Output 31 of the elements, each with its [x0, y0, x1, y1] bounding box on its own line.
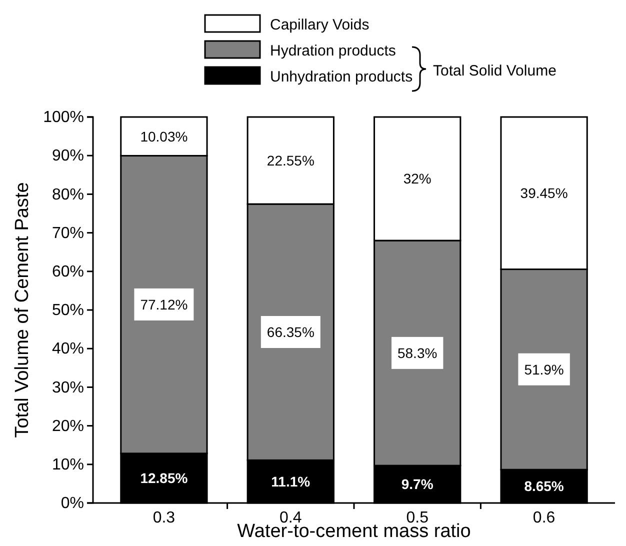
data-label: 11.1%	[271, 473, 311, 490]
data-label: 8.65%	[524, 478, 564, 494]
text: Total Solid Volume	[433, 62, 556, 80]
data-label: 39.45%	[520, 185, 568, 202]
data-label: 32%	[403, 170, 432, 187]
y-tick-label: 90%	[52, 148, 84, 165]
x-tick-label: 0.6	[532, 509, 556, 526]
data-label: 58.3%	[398, 344, 438, 361]
y-tick-label: 100%	[43, 109, 84, 126]
y-tick-label: 0%	[60, 495, 84, 512]
y-axis-title: Total Volume of Cement Paste	[12, 182, 33, 438]
y-tick-label: 50%	[52, 302, 84, 320]
legend-label: Unhydration products	[270, 68, 413, 86]
x-tick-label: 0.5	[406, 509, 429, 526]
x-tick-label: 0.3	[152, 509, 176, 526]
y-tick-label: 10%	[52, 456, 84, 474]
legend-label: Hydration products	[270, 42, 396, 60]
data-label: 66.35%	[266, 324, 314, 340]
data-label: 77.12%	[140, 296, 188, 312]
y-tick-label: 80%	[52, 186, 84, 204]
y-tick-label: 70%	[52, 224, 84, 242]
data-label: 9.7%	[401, 476, 434, 492]
y-tick-label: 60%	[52, 264, 84, 281]
data-label: 12.85%	[140, 470, 188, 486]
data-label: 10.03%	[140, 128, 188, 144]
y-tick-label: 20%	[52, 418, 84, 435]
legend-label: Capillary Voids	[270, 16, 370, 34]
data-label: 51.9%	[524, 361, 564, 378]
data-label: 22.55%	[266, 152, 314, 168]
y-tick-label: 30%	[52, 379, 84, 396]
y-tick-label: 40%	[52, 340, 84, 358]
